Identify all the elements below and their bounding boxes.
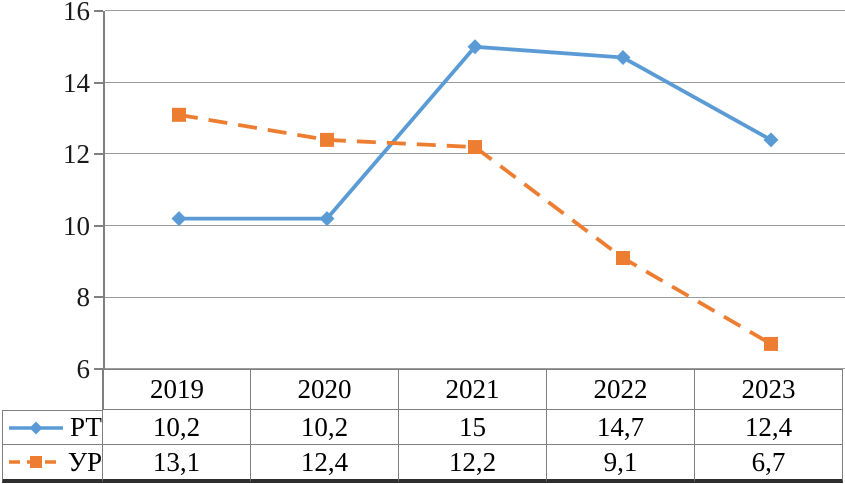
square-data-point-marker bbox=[468, 140, 482, 155]
y-axis-tick-label: 10 bbox=[63, 210, 90, 241]
legend-cell: УР bbox=[2, 445, 103, 483]
table-header-cell-year: 2020 bbox=[251, 369, 399, 410]
y-axis-tick-label: 8 bbox=[76, 282, 91, 313]
y-axis-tick bbox=[94, 296, 103, 299]
diamond-data-point-marker bbox=[319, 211, 335, 227]
legend-key-diamond-line-icon bbox=[9, 421, 63, 434]
y-axis-tick bbox=[94, 81, 103, 84]
value-cell: 10,2 bbox=[103, 410, 251, 445]
value-cell: 6,7 bbox=[695, 445, 843, 483]
value-cell: 13,1 bbox=[103, 445, 251, 483]
diamond-data-point-marker bbox=[467, 39, 483, 55]
legend-series-label: УР bbox=[67, 446, 102, 477]
y-axis-tick-label: 6 bbox=[76, 354, 91, 384]
square-data-point-marker bbox=[616, 251, 630, 266]
square-data-point-marker bbox=[172, 107, 186, 122]
diamond-data-point-marker bbox=[615, 50, 631, 66]
table-header-cell-year: 2021 bbox=[399, 369, 547, 410]
value-cell: 12,2 bbox=[399, 445, 547, 483]
value-cell: 14,7 bbox=[547, 410, 695, 445]
series-line-1 bbox=[178, 112, 772, 346]
gridline bbox=[105, 368, 845, 370]
gridline bbox=[105, 225, 845, 227]
y-axis-tick bbox=[94, 368, 103, 370]
diamond-data-point-marker bbox=[763, 132, 779, 148]
y-axis-tick-label: 16 bbox=[63, 0, 90, 26]
gridline bbox=[105, 10, 845, 12]
y-axis-tick-label: 14 bbox=[63, 67, 90, 98]
table-header-cell-year: 2019 bbox=[103, 369, 251, 410]
gridline bbox=[105, 81, 845, 83]
legend-key-square-line-icon bbox=[9, 456, 62, 468]
gridline bbox=[105, 296, 845, 298]
value-cell: 10,2 bbox=[251, 410, 399, 445]
square-data-point-marker bbox=[764, 336, 778, 351]
value-cell: 15 bbox=[399, 410, 547, 445]
value-cell: 12,4 bbox=[695, 410, 843, 445]
y-axis-tick bbox=[94, 153, 103, 156]
series-line-0 bbox=[179, 44, 772, 221]
table-corner-cell bbox=[2, 369, 103, 410]
legend-cell: РТ bbox=[2, 410, 103, 445]
plot-area bbox=[103, 10, 845, 370]
value-cell: 9,1 bbox=[547, 445, 695, 483]
legend-series-label: РТ bbox=[70, 412, 102, 442]
table-header-cell-year: 2023 bbox=[695, 369, 843, 410]
table-header-cell-year: 2022 bbox=[547, 369, 695, 410]
diamond-data-point-marker bbox=[171, 211, 187, 227]
y-axis-tick bbox=[94, 10, 103, 12]
data-table: 2019 2020 2021 2022 2023 РТ 10,2 10,2 15 14,7 12,4… bbox=[2, 369, 843, 483]
y-axis-tick bbox=[94, 224, 103, 227]
value-cell: 12,4 bbox=[251, 445, 399, 483]
y-axis-tick-label: 12 bbox=[63, 139, 90, 170]
series-plot-svg bbox=[171, 39, 779, 351]
square-data-point-marker bbox=[320, 132, 334, 147]
